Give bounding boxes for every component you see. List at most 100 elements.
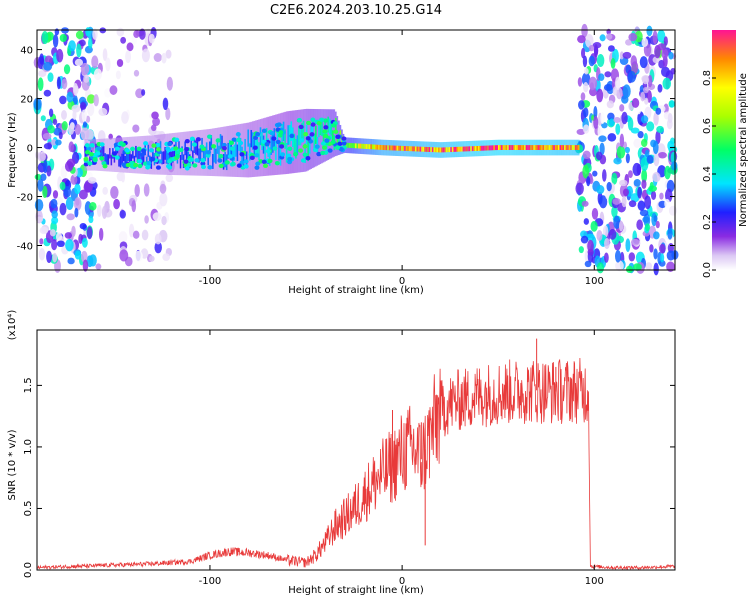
noise-blob — [634, 30, 643, 43]
ridge-core — [159, 141, 162, 154]
noise-blob — [72, 94, 78, 106]
snr-x-label: Height of straight line (km) — [288, 585, 424, 596]
noise-blob — [87, 177, 97, 184]
ridge-core — [367, 144, 369, 150]
noise-blob — [40, 173, 47, 182]
ridge-halo — [212, 128, 214, 177]
ridge-core — [362, 143, 365, 149]
noise-blob — [64, 160, 74, 172]
ridge-core — [561, 145, 563, 150]
ridge-core — [497, 145, 500, 150]
noise-blob — [619, 51, 624, 60]
ridge-core — [293, 133, 296, 154]
noise-blob — [68, 40, 76, 52]
noise-blob — [125, 50, 132, 64]
ridge-core — [391, 145, 394, 151]
noise-blob — [646, 121, 655, 132]
ridge-core — [531, 145, 534, 150]
colorbar-tick-label: 0.4 — [702, 166, 713, 182]
ridge-core — [424, 146, 426, 152]
ridge-core — [465, 146, 468, 152]
noise-blob — [646, 25, 653, 37]
noise-blob — [44, 55, 53, 64]
ridge-blob — [231, 137, 237, 142]
ridge-core — [502, 145, 505, 150]
ridge-core — [573, 145, 575, 150]
noise-blob — [637, 130, 644, 139]
noise-blob — [73, 197, 82, 211]
noise-blob — [138, 28, 146, 40]
ridge-blob — [243, 164, 249, 169]
noise-blob — [602, 225, 609, 238]
ridge-blob — [215, 138, 221, 143]
ridge-core — [388, 145, 391, 151]
noise-blob — [649, 244, 654, 253]
ridge-halo — [265, 117, 268, 176]
noise-blob — [49, 229, 56, 237]
ridge-halo — [304, 109, 306, 172]
ridge-core — [473, 146, 475, 152]
ridge-core — [155, 142, 157, 155]
noise-blob — [618, 220, 624, 232]
noise-blob — [105, 57, 111, 72]
ridge-core — [444, 147, 446, 153]
ridge-halo — [201, 129, 203, 176]
noise-blob — [131, 200, 137, 213]
ridge-core — [376, 144, 379, 150]
snr-panel: -100 0 100 0.0 0.5 1.0 1.5 Height of straight… — [7, 310, 676, 596]
noise-blob — [63, 186, 72, 198]
ridge-core — [410, 146, 412, 152]
ridge-core — [431, 147, 434, 153]
ridge-core — [299, 125, 302, 146]
noise-blob — [35, 216, 44, 223]
ridge-core — [205, 142, 208, 157]
noise-blob — [611, 205, 618, 218]
ridge-core — [138, 148, 140, 160]
noise-blob — [627, 70, 637, 83]
ridge-core — [319, 117, 322, 136]
ridge-core — [222, 154, 225, 170]
noise-blob — [74, 58, 84, 67]
ridge-blob — [184, 138, 190, 144]
noise-blob — [640, 115, 649, 124]
ridge-core — [468, 146, 471, 152]
ridge-blob — [200, 161, 206, 166]
ridge-blob — [320, 141, 326, 146]
ridge-core — [356, 143, 359, 149]
ridge-blob — [275, 139, 281, 145]
ridge-core — [130, 154, 133, 166]
noise-blob — [48, 108, 54, 118]
ridge-halo — [221, 126, 223, 177]
ridge-core — [491, 145, 494, 151]
noise-blob — [581, 23, 588, 38]
noise-blob — [80, 127, 90, 141]
ridge-core — [310, 122, 313, 142]
ridge-core — [224, 151, 226, 168]
x-tick-label: 100 — [585, 576, 604, 587]
ridge-core — [264, 144, 266, 163]
ridge-core — [501, 145, 503, 150]
ridge-blob — [327, 148, 333, 153]
noise-blob — [614, 76, 621, 91]
noise-blob — [38, 70, 47, 77]
ridge-blob — [95, 151, 101, 156]
ridge-blob — [338, 146, 344, 152]
ridge-core — [398, 145, 400, 151]
ridge-blob — [207, 134, 213, 139]
noise-blob — [141, 229, 149, 241]
ridge-blob — [155, 147, 161, 152]
noise-blob — [134, 184, 140, 197]
noise-blob — [637, 200, 646, 211]
noise-blob — [165, 49, 172, 59]
ridge-core — [387, 145, 389, 151]
ridge-blob — [184, 166, 190, 171]
ridge-blob — [221, 142, 227, 148]
ridge-core — [522, 145, 525, 150]
noise-blob — [39, 238, 44, 245]
ridge-blob — [189, 136, 195, 142]
ridge-core — [381, 145, 383, 150]
noise-blob — [613, 157, 622, 165]
noise-blob — [667, 113, 673, 124]
ridge-halo — [259, 119, 262, 177]
ridge-core — [105, 154, 108, 165]
